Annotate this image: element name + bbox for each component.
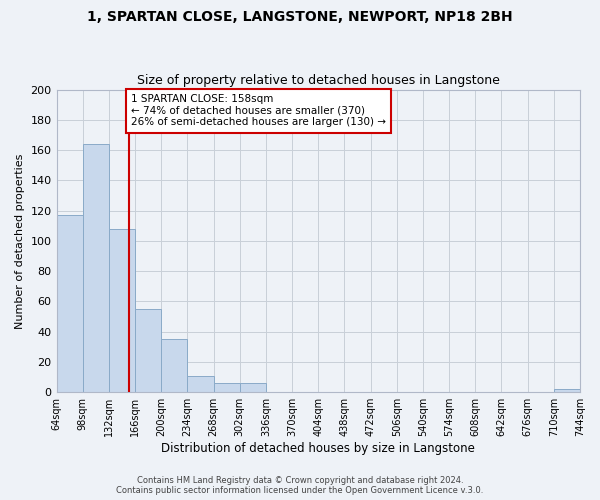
- Bar: [554, 389, 580, 392]
- X-axis label: Distribution of detached houses by size in Langstone: Distribution of detached houses by size …: [161, 442, 475, 455]
- Text: 1, SPARTAN CLOSE, LANGSTONE, NEWPORT, NP18 2BH: 1, SPARTAN CLOSE, LANGSTONE, NEWPORT, NP…: [87, 10, 513, 24]
- Text: Contains HM Land Registry data © Crown copyright and database right 2024.
Contai: Contains HM Land Registry data © Crown c…: [116, 476, 484, 495]
- Bar: [109, 229, 135, 392]
- Bar: [187, 376, 214, 392]
- Bar: [214, 383, 240, 392]
- Title: Size of property relative to detached houses in Langstone: Size of property relative to detached ho…: [137, 74, 500, 87]
- Bar: [83, 144, 109, 392]
- Bar: [56, 215, 83, 392]
- Y-axis label: Number of detached properties: Number of detached properties: [15, 153, 25, 328]
- Text: 1 SPARTAN CLOSE: 158sqm
← 74% of detached houses are smaller (370)
26% of semi-d: 1 SPARTAN CLOSE: 158sqm ← 74% of detache…: [131, 94, 386, 128]
- Bar: [161, 339, 187, 392]
- Bar: [240, 383, 266, 392]
- Bar: [135, 309, 161, 392]
